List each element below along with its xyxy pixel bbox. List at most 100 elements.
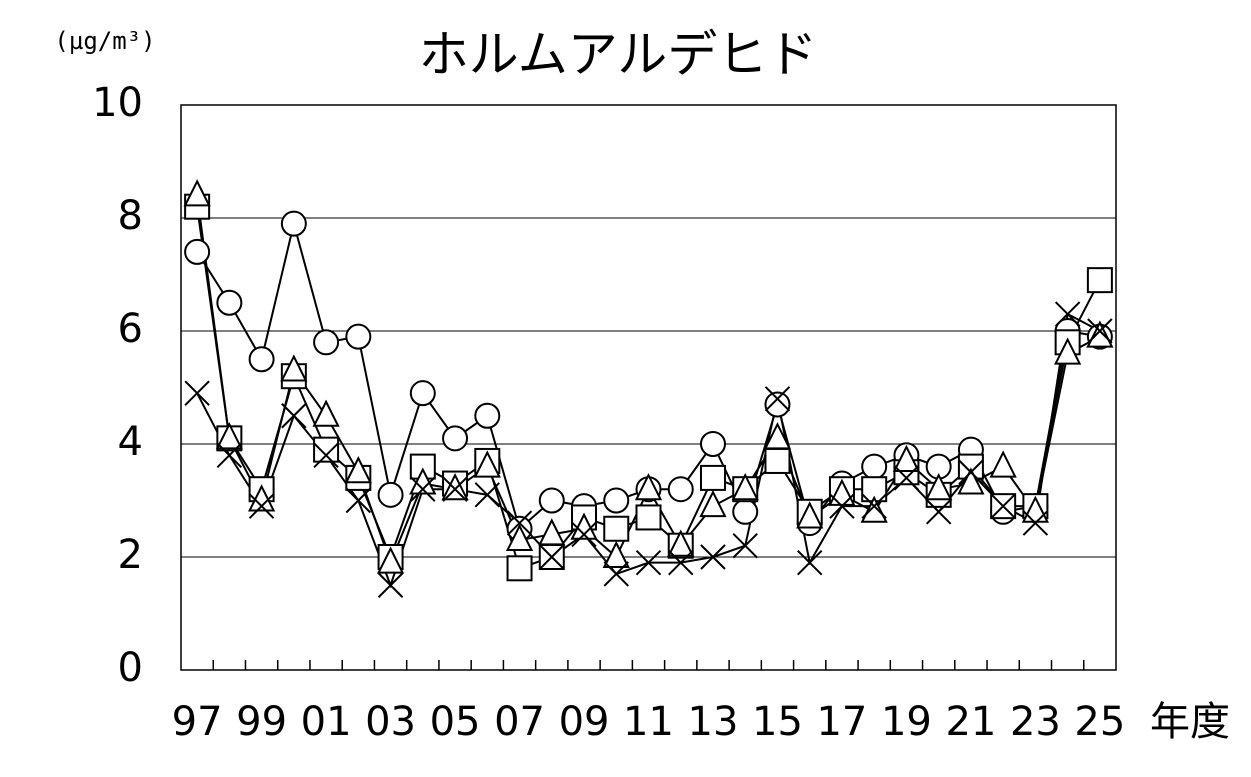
marker — [506, 555, 533, 582]
marker — [1022, 510, 1049, 536]
marker — [313, 442, 339, 469]
marker — [571, 521, 597, 548]
marker — [1054, 301, 1081, 327]
y-tick-label: 8 — [118, 193, 143, 239]
marker — [893, 465, 920, 491]
marker — [281, 403, 307, 429]
marker — [861, 493, 887, 519]
x-tick-label: 01 — [301, 699, 352, 745]
y-tick-label: 4 — [118, 419, 143, 465]
x-tick-label: 17 — [816, 699, 867, 745]
marker — [699, 464, 726, 491]
plot-frame — [180, 104, 1117, 671]
marker — [376, 546, 405, 574]
x-tick-label: 15 — [752, 699, 803, 745]
y-tick-label: 0 — [118, 645, 143, 691]
marker — [313, 436, 340, 463]
chart-title: ホルムアルデヒド — [419, 26, 818, 84]
marker — [1087, 318, 1113, 344]
y-axis-unit: (µg/m³) — [54, 27, 155, 55]
x-tick-label: 19 — [881, 699, 932, 745]
marker — [570, 512, 598, 540]
marker — [1086, 320, 1114, 348]
marker — [829, 493, 855, 519]
y-tick-label: 2 — [118, 532, 143, 578]
marker — [539, 544, 565, 570]
x-tick-label: 23 — [1010, 699, 1061, 745]
marker — [216, 289, 243, 316]
marker — [635, 504, 662, 531]
marker — [763, 422, 792, 450]
marker — [345, 487, 372, 514]
marker — [184, 238, 211, 265]
marker — [474, 402, 501, 429]
x-tick-label: 21 — [945, 699, 996, 745]
x-tick-label: 97 — [172, 699, 223, 745]
marker — [602, 540, 630, 568]
marker — [958, 459, 984, 485]
marker — [312, 399, 340, 427]
x-tick-label: 05 — [430, 699, 481, 745]
marker — [344, 456, 372, 484]
marker — [860, 495, 888, 523]
y-tick-label: 6 — [118, 306, 143, 352]
x-tick-label: 03 — [365, 699, 416, 745]
marker — [764, 391, 791, 418]
marker — [1054, 337, 1082, 365]
marker — [731, 472, 759, 501]
marker — [764, 447, 791, 474]
marker — [990, 493, 1016, 519]
marker — [474, 482, 501, 508]
x-tick-label: 25 — [1074, 699, 1125, 745]
marker — [409, 380, 436, 407]
marker — [183, 179, 211, 207]
marker — [442, 425, 469, 452]
x-tick-label: 09 — [559, 699, 610, 745]
marker — [248, 493, 275, 519]
marker — [764, 386, 791, 412]
marker — [410, 476, 436, 502]
x-tick-label: 11 — [623, 699, 674, 745]
marker — [603, 515, 630, 542]
marker — [699, 431, 726, 457]
marker — [473, 450, 501, 478]
marker — [892, 444, 921, 472]
marker — [667, 476, 694, 503]
marker — [635, 549, 662, 576]
marker — [538, 518, 566, 546]
marker — [989, 450, 1017, 478]
marker — [313, 329, 340, 356]
marker — [700, 544, 726, 570]
x-axis-label: 年度 — [1150, 699, 1230, 745]
marker — [505, 523, 534, 552]
y-tick-label: 10 — [92, 80, 143, 126]
marker — [377, 572, 404, 598]
marker — [925, 499, 952, 525]
marker — [699, 489, 727, 518]
marker — [441, 472, 469, 501]
marker — [184, 380, 210, 406]
marker — [216, 442, 243, 469]
marker — [957, 467, 985, 495]
x-tick-label: 13 — [688, 699, 739, 745]
marker — [377, 481, 404, 508]
marker — [732, 532, 758, 559]
marker — [861, 453, 888, 480]
marker — [506, 510, 533, 536]
marker — [732, 498, 759, 525]
marker — [796, 549, 823, 576]
marker — [280, 354, 308, 382]
marker — [248, 346, 275, 373]
marker — [634, 472, 663, 501]
marker — [603, 561, 629, 587]
marker — [442, 476, 468, 502]
marker — [345, 323, 372, 350]
marker — [1086, 267, 1113, 294]
marker — [215, 422, 243, 450]
marker — [409, 467, 437, 495]
x-tick-label: 07 — [494, 699, 545, 745]
marker — [603, 487, 630, 514]
marker — [796, 501, 824, 529]
marker — [668, 549, 694, 576]
